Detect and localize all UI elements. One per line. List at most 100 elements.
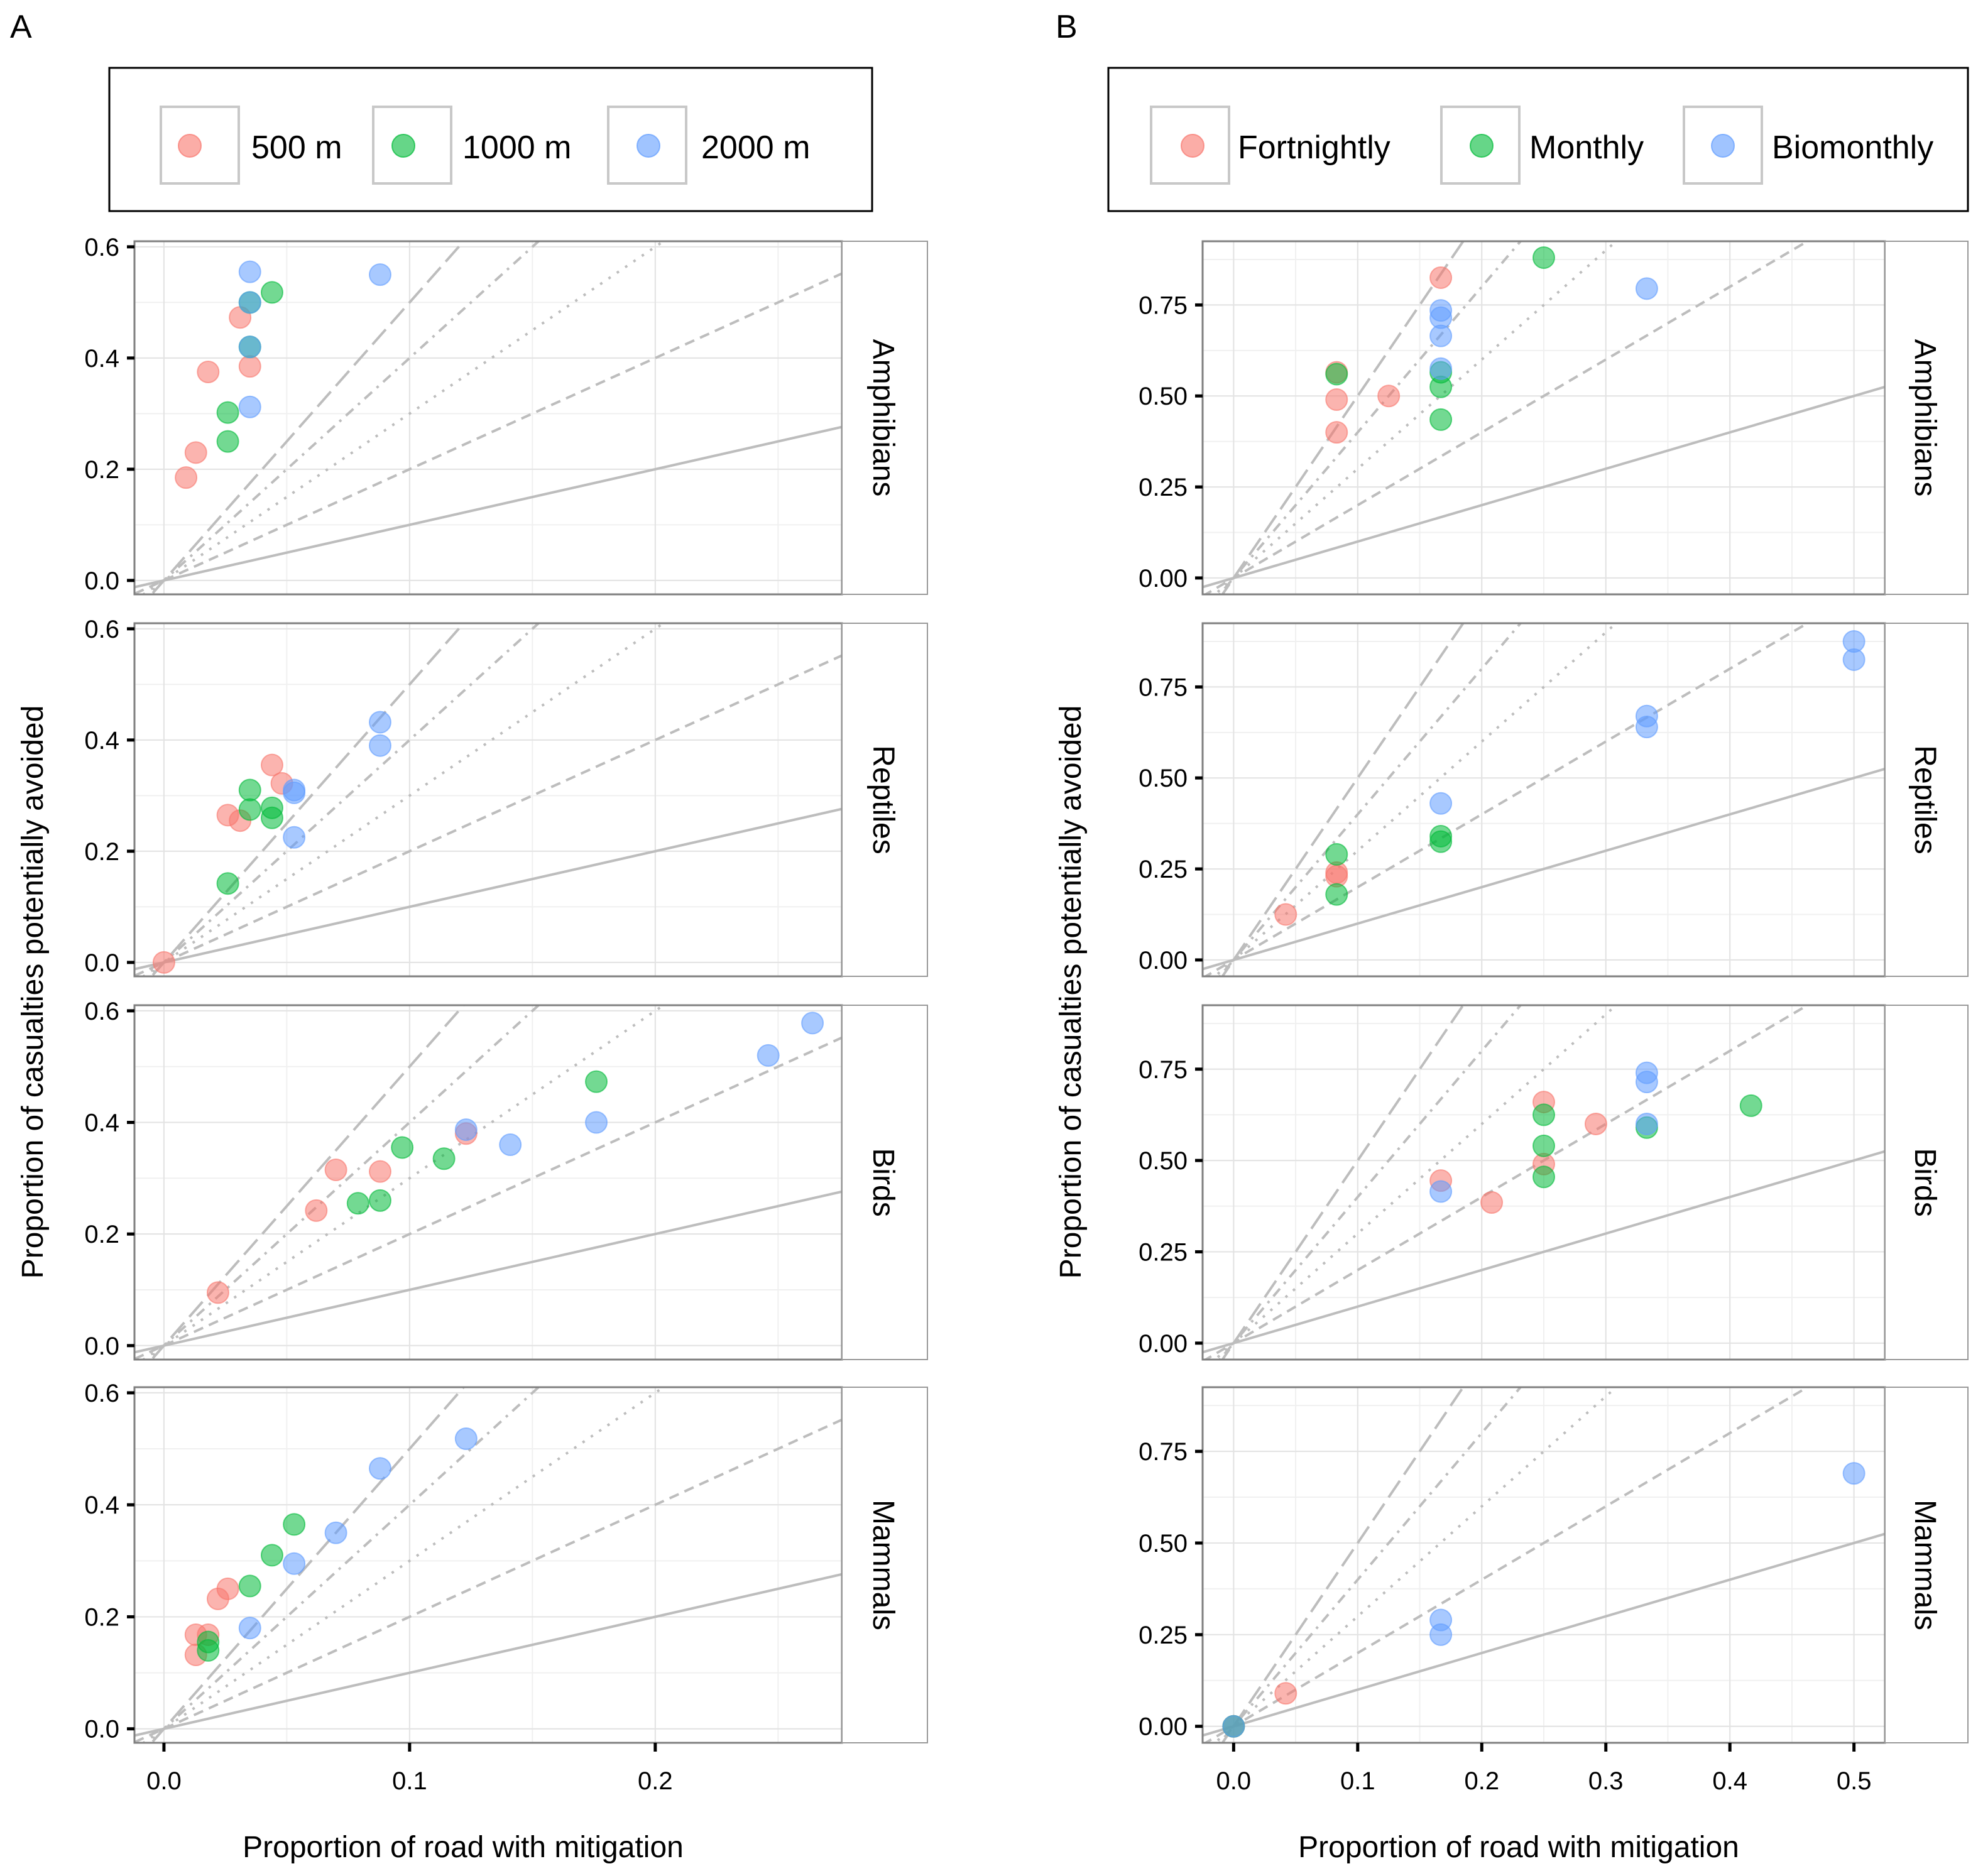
facet-birds: Birds 0.0 0.2 0.4 0.6	[84, 998, 928, 1361]
reference-line-slope-3	[1213, 623, 1619, 976]
y-tick-label: 0.75	[1139, 1056, 1188, 1084]
y-tick-label: 0.6	[84, 998, 119, 1025]
reference-line-slope-1	[1203, 767, 1885, 971]
panel-label: B	[1056, 9, 1078, 45]
y-tick-label: 0.0	[84, 949, 119, 977]
data-point-2000-m	[238, 291, 261, 314]
reference-line-slope-3	[1213, 241, 1619, 594]
legend-marker	[1711, 134, 1735, 158]
data-point-monthly	[1532, 246, 1555, 270]
legend-label: 1000 m	[462, 129, 571, 166]
y-tick-label: 0.25	[1139, 1622, 1188, 1649]
data-point-monthly	[1325, 883, 1348, 906]
facet-label: Reptiles	[1908, 745, 1942, 854]
reference-line-slope-2	[1203, 623, 1810, 976]
data-point-biomonthly	[1429, 1180, 1453, 1203]
data-point-fortnightly	[1377, 384, 1401, 408]
reference-line-slope-5	[150, 623, 466, 976]
reference-line-slope-4	[146, 1005, 541, 1360]
legend-marker	[1470, 134, 1494, 158]
data-point-fortnightly	[1274, 903, 1297, 926]
reference-line-slope-1	[1203, 385, 1885, 589]
data-point-2000-m	[454, 1118, 478, 1142]
data-point-biomonthly	[1842, 1462, 1866, 1485]
facet-reptiles: Reptiles 0.0 0.2 0.4 0.6	[84, 616, 928, 978]
data-point-monthly	[1429, 408, 1453, 431]
reference-line-slope-3	[1213, 1005, 1619, 1360]
x-tick-label: 0.4	[1712, 1767, 1747, 1795]
facet-strip	[1884, 1387, 1969, 1743]
reference-line-slope-1	[134, 425, 842, 589]
data-point-monthly	[1429, 824, 1453, 848]
y-tick-label: 0.25	[1139, 474, 1188, 501]
data-point-fortnightly	[1584, 1112, 1607, 1135]
data-point-500-m	[368, 1160, 391, 1183]
data-point-1000-m	[260, 281, 283, 304]
y-tick-label: 0.50	[1139, 765, 1188, 792]
data-point-2000-m	[238, 260, 261, 283]
reference-line-slope-2	[1203, 241, 1810, 594]
data-point-2000-m	[368, 263, 391, 286]
data-point-monthly	[1739, 1094, 1762, 1117]
data-point-2000-m	[238, 1617, 261, 1640]
data-point-1000-m	[432, 1147, 456, 1170]
facet-strip	[841, 241, 928, 595]
reference-lines	[134, 241, 842, 594]
data-point-biomonthly	[1635, 1112, 1658, 1135]
data-point-500-m	[175, 466, 198, 489]
y-tick-label: 0.4	[84, 1492, 119, 1519]
legend-marker	[636, 134, 660, 158]
data-point-2000-m	[368, 734, 391, 757]
x-tick-label: 0.1	[1340, 1767, 1375, 1795]
y-tick-label: 0.6	[84, 1380, 119, 1407]
plot-background	[134, 241, 842, 594]
facet-label: Birds	[866, 1148, 900, 1216]
data-point-monthly	[1325, 843, 1348, 866]
data-point-500-m	[305, 1199, 328, 1222]
data-point-2000-m	[368, 1457, 391, 1480]
data-point-2000-m	[454, 1427, 478, 1451]
y-tick-label: 0.0	[84, 1716, 119, 1743]
data-point-monthly	[1532, 1103, 1555, 1126]
data-point-2000-m	[757, 1044, 780, 1067]
reference-line-slope-4	[146, 1387, 541, 1743]
data-point-2000-m	[324, 1521, 347, 1544]
data-point-1000-m	[197, 1639, 220, 1662]
data-point-fortnightly	[1325, 388, 1348, 412]
reference-line-slope-3	[141, 623, 666, 976]
reference-line-slope-1	[134, 807, 842, 971]
facet-label: Amphibians	[866, 339, 900, 497]
panel-b: B Fortnightly Monthly Biomonthly Proportion …	[1054, 9, 1969, 1864]
facet-strip	[841, 623, 928, 977]
data-point-500-m	[216, 1577, 239, 1600]
y-tick-label: 0.00	[1139, 1330, 1188, 1358]
data-point-1000-m	[238, 798, 261, 821]
points	[184, 1427, 478, 1667]
data-point-1000-m	[260, 806, 283, 829]
reference-line-slope-5	[1221, 623, 1465, 976]
facet-strip	[1884, 241, 1969, 595]
data-point-2000-m	[801, 1012, 824, 1035]
data-point-500-m	[260, 753, 283, 777]
y-tick-label: 0.6	[84, 234, 119, 261]
facet-amphibians: Amphibians 0.00 0.25 0.50 0.75	[1139, 240, 1969, 596]
data-point-2000-m	[499, 1133, 522, 1157]
data-point-500-m	[238, 355, 261, 378]
panel-label: A	[10, 9, 32, 45]
y-tick-label: 0.25	[1139, 856, 1188, 883]
reference-line-slope-5	[1221, 1005, 1465, 1360]
data-point-biomonthly	[1429, 357, 1453, 380]
reference-line-slope-1	[134, 1573, 842, 1737]
legend-label: Fortnightly	[1238, 129, 1390, 166]
reference-line-slope-3	[1213, 1387, 1619, 1743]
plot-background	[134, 1387, 842, 1743]
data-point-2000-m	[368, 711, 391, 734]
y-tick-label: 0.0	[84, 567, 119, 595]
data-point-biomonthly	[1429, 1608, 1453, 1632]
data-point-fortnightly	[1480, 1191, 1504, 1214]
facet-mammals: Mammals 0.00 0.25 0.50 0.75 0.0 0.1 0.2 0.3 0.4 0.…	[1139, 1386, 1969, 1795]
data-point-1000-m	[238, 1574, 261, 1598]
y-tick-label: 0.6	[84, 616, 119, 643]
reference-lines	[1203, 623, 1885, 976]
